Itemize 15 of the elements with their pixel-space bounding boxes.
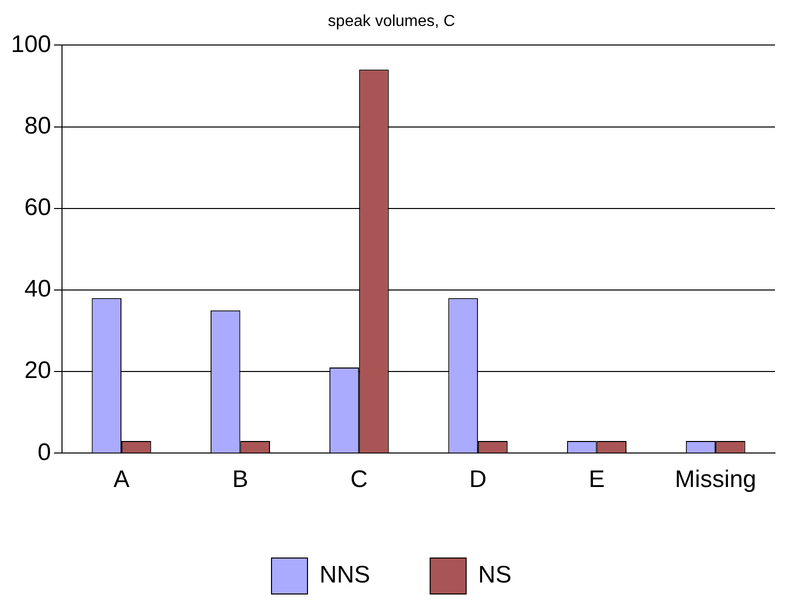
y-tick-label: 80: [24, 112, 52, 140]
x-tick-label: D: [469, 466, 487, 494]
x-tick-label: Missing: [674, 466, 756, 494]
y-tick-label: 40: [24, 276, 52, 303]
legend-label: NNS: [319, 562, 370, 589]
legend-label: NS: [478, 562, 512, 589]
y-tick-label: 0: [38, 438, 52, 466]
x-tick-label: E: [588, 466, 605, 494]
y-tick-label: 60: [24, 194, 52, 222]
y-tick-label: 20: [24, 357, 52, 384]
x-tick-label: C: [350, 466, 368, 494]
y-tick-label: 100: [10, 30, 52, 58]
x-tick-label: B: [232, 466, 248, 494]
chart-title: speak volumes, C: [328, 13, 456, 30]
x-tick-label: A: [113, 466, 130, 494]
